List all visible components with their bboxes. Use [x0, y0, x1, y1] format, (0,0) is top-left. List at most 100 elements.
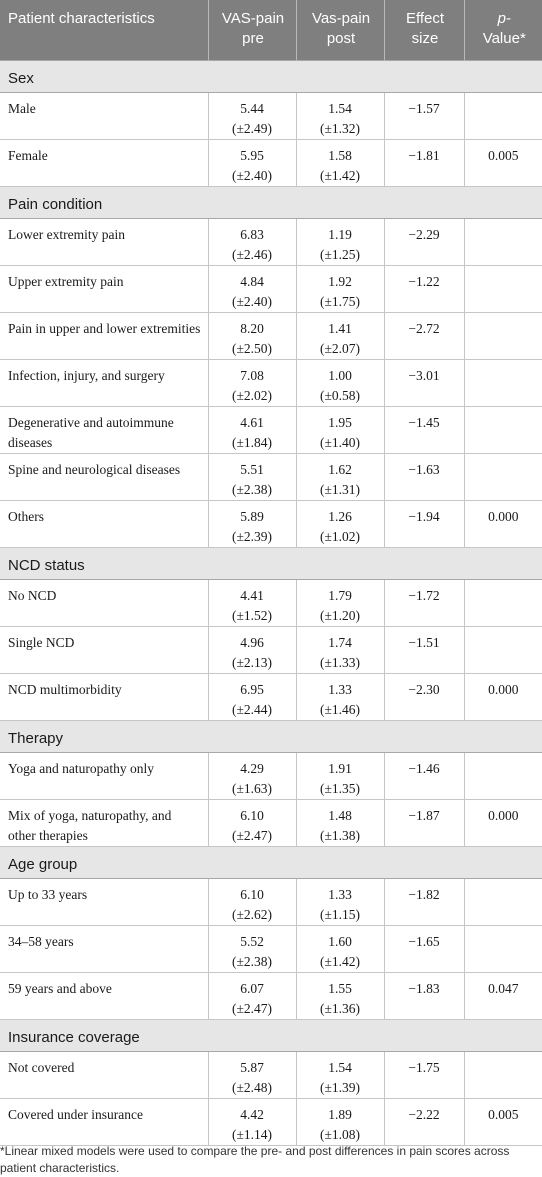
pre-mean: 7.08: [240, 367, 264, 383]
p-value-cell: [464, 453, 542, 501]
effect-size-cell: −1.65: [384, 925, 465, 973]
table-row: Infection, injury, and surgery 7.08 (±2.02…: [0, 359, 542, 407]
vas-post-cell: 1.74 (±1.33): [296, 626, 385, 674]
p-value-cell: [464, 752, 542, 800]
post-mean: 1.92: [328, 273, 352, 289]
post-mean: 1.26: [328, 508, 352, 524]
vas-post-cell: 1.33 (±1.46): [296, 673, 385, 721]
section-title: Insurance coverage: [0, 1018, 542, 1052]
vas-pre-cell: 4.84 (±2.40): [208, 265, 297, 313]
effect-size-cell: −1.51: [384, 626, 465, 674]
p-value-cell: [464, 92, 542, 140]
vas-pre-cell: 5.44 (±2.49): [208, 92, 297, 140]
post-mean: 1.41: [328, 320, 352, 336]
vas-pre-cell: 6.10 (±2.62): [208, 878, 297, 926]
vas-post-cell: 1.41 (±2.07): [296, 312, 385, 360]
row-label: Lower extremity pain: [0, 218, 209, 266]
vas-post-cell: 1.62 (±1.31): [296, 453, 385, 501]
post-mean: 1.89: [328, 1106, 352, 1122]
p-value-cell: 0.000: [464, 673, 542, 721]
header-effect-size: Effect size: [384, 0, 465, 60]
post-mean: 1.91: [328, 760, 352, 776]
table-row: Male 5.44 (±2.49) 1.54 (±1.32) −1.57: [0, 92, 542, 140]
p-value-cell: 0.005: [464, 139, 542, 187]
vas-post-cell: 1.54 (±1.39): [296, 1051, 385, 1099]
post-sd: (±1.36): [319, 1000, 361, 1016]
section-header: Pain condition: [0, 185, 542, 219]
vas-pre-cell: 4.41 (±1.52): [208, 579, 297, 627]
p-value-cell: [464, 359, 542, 407]
post-mean: 1.58: [328, 147, 352, 163]
row-label: Pain in upper and lower extremities: [0, 312, 209, 360]
effect-size-cell: −1.83: [384, 972, 465, 1020]
vas-post-cell: 1.55 (±1.36): [296, 972, 385, 1020]
post-sd: (±2.07): [319, 340, 361, 356]
pre-mean: 4.84: [240, 273, 264, 289]
vas-post-cell: 1.89 (±1.08): [296, 1098, 385, 1146]
row-label: Mix of yoga, naturopathy, and other ther…: [0, 799, 209, 847]
vas-pre-cell: 4.42 (±1.14): [208, 1098, 297, 1146]
pre-sd: (±2.62): [231, 906, 273, 922]
post-sd: (±1.39): [319, 1079, 361, 1095]
post-sd: (±1.31): [319, 481, 361, 497]
effect-size-cell: −1.94: [384, 500, 465, 548]
vas-pre-cell: 6.83 (±2.46): [208, 218, 297, 266]
row-label: NCD multimorbidity: [0, 673, 209, 721]
vas-pre-cell: 5.87 (±2.48): [208, 1051, 297, 1099]
effect-size-cell: −1.46: [384, 752, 465, 800]
vas-post-cell: 1.00 (±0.58): [296, 359, 385, 407]
row-label: Upper extremity pain: [0, 265, 209, 313]
vas-post-cell: 1.26 (±1.02): [296, 500, 385, 548]
pre-sd: (±2.49): [231, 120, 273, 136]
pre-mean: 5.52: [240, 933, 264, 949]
pre-sd: (±2.46): [231, 246, 273, 262]
section-header: Sex: [0, 59, 542, 93]
post-sd: (±1.42): [319, 953, 361, 969]
table-row: 34–58 years 5.52 (±2.38) 1.60 (±1.42) −1.65: [0, 925, 542, 973]
table-footnote: *Linear mixed models were used to compar…: [0, 1144, 510, 1175]
table-row: 59 years and above 6.07 (±2.47) 1.55 (±1.36)…: [0, 972, 542, 1020]
vas-pre-cell: 4.96 (±2.13): [208, 626, 297, 674]
table-row: No NCD 4.41 (±1.52) 1.79 (±1.20) −1.72: [0, 579, 542, 627]
post-sd: (±1.38): [319, 827, 361, 843]
post-sd: (±1.25): [319, 246, 361, 262]
table-row: Single NCD 4.96 (±2.13) 1.74 (±1.33) −1.51: [0, 626, 542, 674]
header-vas-pain-pre: VAS-pain pre: [208, 0, 297, 60]
post-mean: 1.19: [328, 226, 352, 242]
row-label: No NCD: [0, 579, 209, 627]
post-sd: (±1.46): [319, 701, 361, 717]
row-label: Spine and neurological diseases: [0, 453, 209, 501]
post-sd: (±1.15): [319, 906, 361, 922]
effect-size-cell: −1.72: [384, 579, 465, 627]
row-label: 34–58 years: [0, 925, 209, 973]
pre-mean: 4.41: [240, 587, 264, 603]
table-row: Upper extremity pain 4.84 (±2.40) 1.92 (±1.7…: [0, 265, 542, 313]
pre-sd: (±1.52): [231, 607, 273, 623]
vas-pre-cell: 6.95 (±2.44): [208, 673, 297, 721]
table-row: Covered under insurance 4.42 (±1.14) 1.89 (±…: [0, 1098, 542, 1146]
effect-size-cell: −2.72: [384, 312, 465, 360]
table-header: Patient characteristics VAS-pain pre Vas…: [0, 0, 542, 60]
post-mean: 1.33: [328, 681, 352, 697]
vas-post-cell: 1.79 (±1.20): [296, 579, 385, 627]
header-patient-characteristics: Patient characteristics: [0, 0, 209, 60]
vas-pre-cell: 5.89 (±2.39): [208, 500, 297, 548]
p-value-cell: [464, 878, 542, 926]
vas-post-cell: 1.91 (±1.35): [296, 752, 385, 800]
pre-mean: 5.95: [240, 147, 264, 163]
pre-sd: (±2.44): [231, 701, 273, 717]
effect-size-cell: −1.81: [384, 139, 465, 187]
section-title: Therapy: [0, 719, 542, 753]
post-sd: (±1.20): [319, 607, 361, 623]
effect-size-cell: −2.29: [384, 218, 465, 266]
p-value-cell: [464, 626, 542, 674]
vas-post-cell: 1.92 (±1.75): [296, 265, 385, 313]
section-title: Sex: [0, 59, 542, 93]
post-mean: 1.54: [328, 100, 352, 116]
pre-mean: 4.42: [240, 1106, 264, 1122]
post-sd: (±1.33): [319, 654, 361, 670]
header-p-italic: p-: [497, 10, 511, 27]
pre-mean: 8.20: [240, 320, 264, 336]
effect-size-cell: −1.22: [384, 265, 465, 313]
pre-mean: 6.83: [240, 226, 264, 242]
